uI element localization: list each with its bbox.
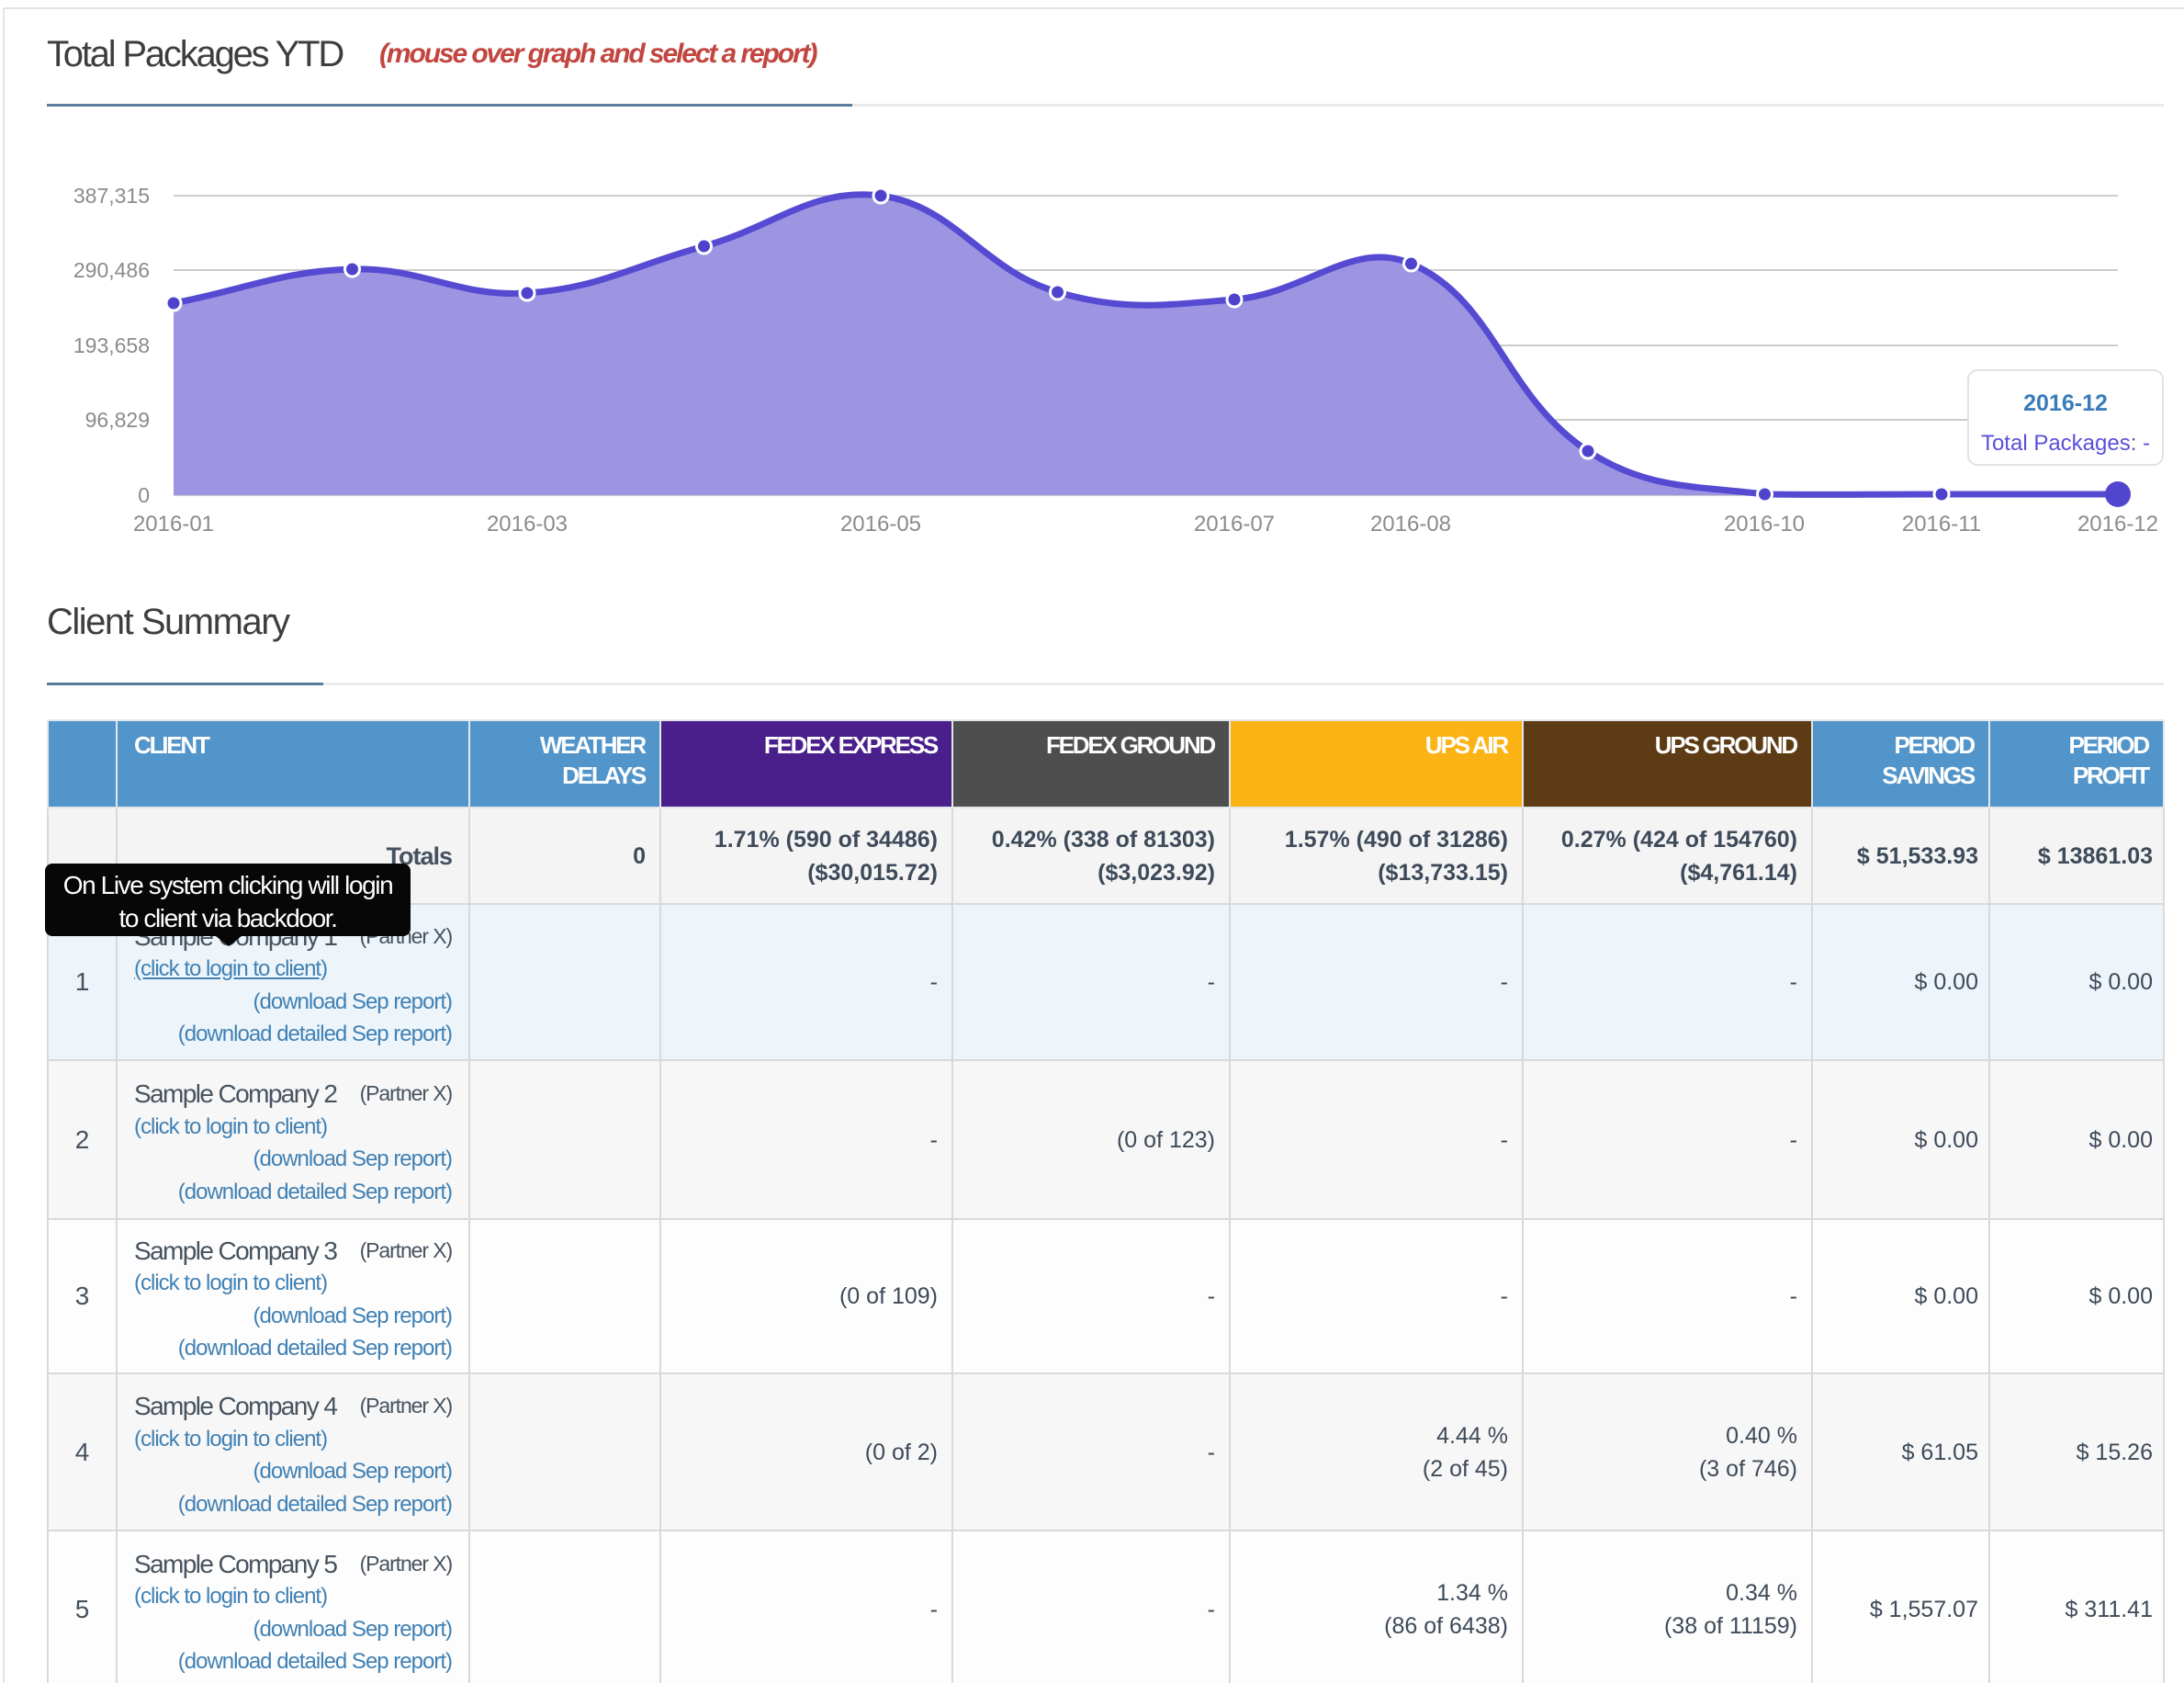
svg-text:2016-05: 2016-05 [840,512,921,537]
svg-text:2016-08: 2016-08 [1370,512,1451,537]
svg-text:2016-11: 2016-11 [1902,512,1981,537]
svg-text:Total Packages: -: Total Packages: - [1981,431,2150,456]
svg-text:2016-01: 2016-01 [133,512,214,537]
svg-text:2016-07: 2016-07 [1194,512,1275,537]
svg-text:2016-12: 2016-12 [2077,512,2158,537]
svg-text:2016-10: 2016-10 [1724,512,1805,537]
svg-text:0: 0 [138,483,150,507]
svg-text:2016-03: 2016-03 [487,512,568,537]
svg-text:290,486: 290,486 [73,258,150,282]
svg-text:2016-12: 2016-12 [2023,390,2108,416]
svg-text:96,829: 96,829 [85,408,150,432]
svg-text:387,315: 387,315 [73,184,150,208]
svg-text:193,658: 193,658 [73,333,150,357]
